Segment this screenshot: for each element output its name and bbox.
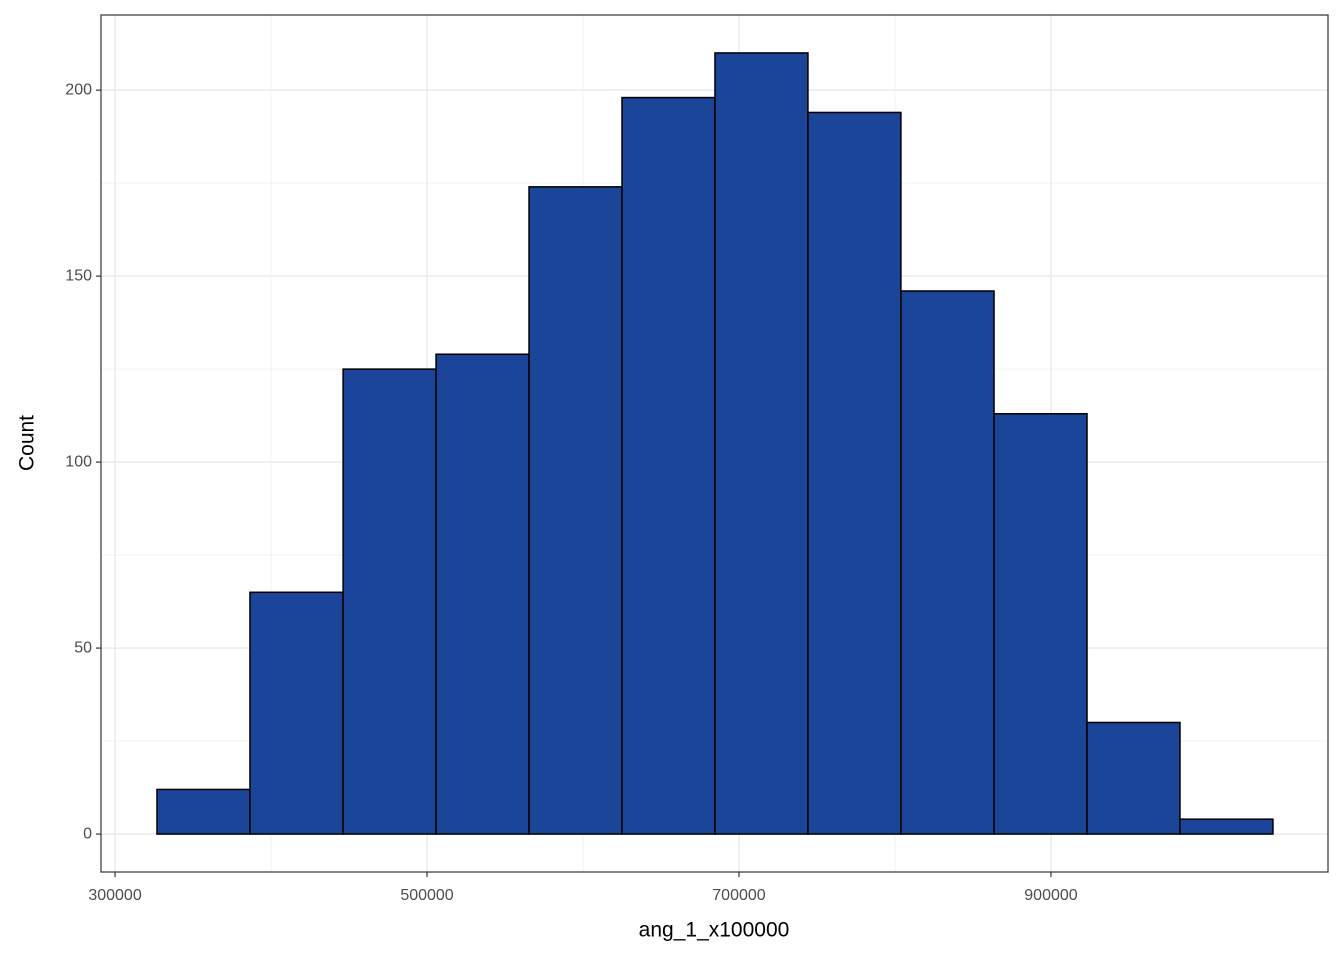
bar <box>714 52 809 835</box>
bar <box>993 412 1088 835</box>
x-tick-label: 500000 <box>400 887 453 904</box>
y-tick-label: 0 <box>83 825 92 842</box>
y-tick-label: 100 <box>65 453 92 470</box>
bar <box>528 186 623 835</box>
bar <box>1086 721 1181 835</box>
bar <box>1179 818 1274 835</box>
y-tick-label: 200 <box>65 81 92 98</box>
y-axis-title: Count <box>16 415 39 471</box>
bar <box>156 788 251 835</box>
bar <box>342 368 437 835</box>
x-tick-label: 700000 <box>712 887 765 904</box>
x-tick-label: 300000 <box>88 887 141 904</box>
x-tick-label: 900000 <box>1024 887 1077 904</box>
bar <box>249 591 344 835</box>
y-tick-label: 50 <box>74 639 92 656</box>
bar <box>900 290 995 835</box>
x-axis-title: ang_1_x100000 <box>639 919 790 942</box>
bar <box>807 111 902 835</box>
bar <box>435 353 530 835</box>
panel-border <box>100 14 1329 873</box>
bar <box>621 96 716 835</box>
y-tick-label: 150 <box>65 267 92 284</box>
